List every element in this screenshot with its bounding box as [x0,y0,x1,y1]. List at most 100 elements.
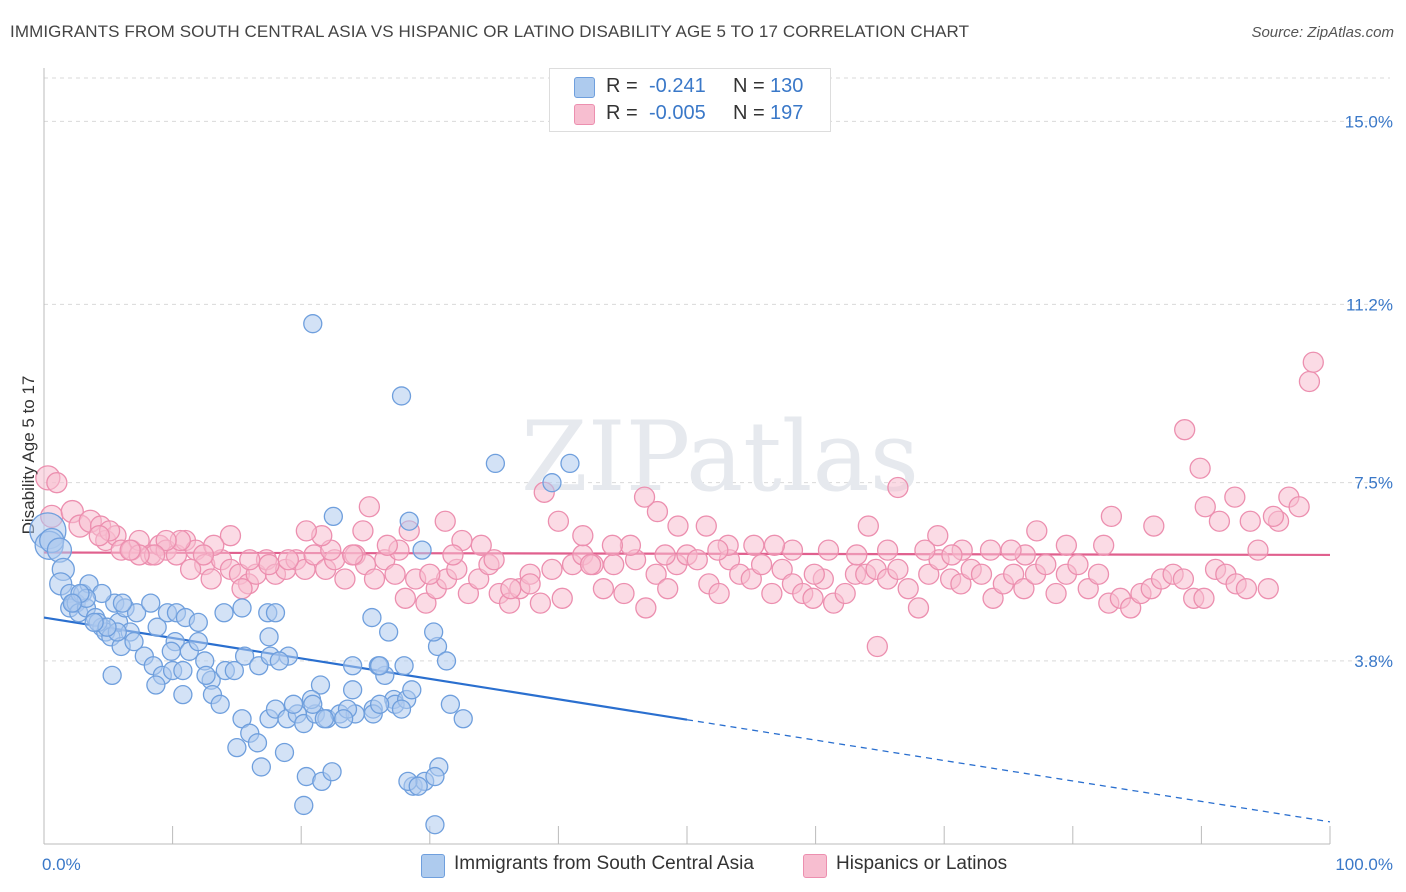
data-point [188,632,208,652]
data-point [771,558,793,581]
data-point [196,665,216,686]
data-point [1298,370,1321,393]
data-point [551,587,573,609]
x-tick-label: 100.0% [1335,855,1393,874]
data-point [547,510,570,532]
data-point [1257,578,1279,600]
data-point [119,539,141,561]
series-hispanics-points [35,351,1324,658]
legend-r-value: -0.005 [649,102,706,124]
data-point [887,558,909,581]
data-point [210,694,230,714]
data-point [1174,419,1196,441]
data-point [817,539,840,561]
data-point [457,582,480,605]
data-point [1055,534,1078,556]
data-point [941,544,963,566]
data-point [391,699,412,719]
data-point [907,597,930,619]
data-point [161,641,181,661]
data-point [342,680,363,700]
data-point [613,582,635,605]
data-point [425,815,445,835]
data-point [334,568,356,590]
data-point [352,520,374,542]
data-point [982,587,1004,609]
bottom-legend-label: Hispanics or Latinos [836,853,1008,874]
data-point [1035,553,1057,576]
series-immigrants-points [29,314,580,835]
chart-title: IMMIGRANTS FROM SOUTH CENTRAL ASIA VS HI… [10,22,970,41]
data-point [1143,515,1165,537]
data-point [654,544,676,566]
data-point [112,593,133,613]
data-point [224,660,244,681]
data-point [394,656,414,676]
data-point [579,553,602,576]
data-point [227,737,247,758]
data-point [633,486,656,508]
data-point [914,539,936,561]
data-point [803,563,825,585]
watermark: ZIPatlas [521,401,919,513]
data-point [436,651,457,671]
data-point [214,603,234,623]
data-point [434,510,456,532]
data-point [846,544,868,566]
data-point [740,568,762,590]
legend-n-value: 130 [770,75,804,97]
data-point [440,694,461,714]
data-point [277,549,299,571]
data-point [376,534,399,556]
data-point [408,776,428,796]
data-point [402,680,422,700]
data-point [1120,597,1142,619]
data-point [358,496,381,518]
data-point [363,568,386,590]
data-point [743,534,765,556]
data-point [1045,582,1067,605]
y-tick-label: 7.5% [1354,474,1393,493]
data-point [763,534,786,556]
data-point [1087,563,1110,585]
data-point [529,592,552,614]
data-point [141,593,161,613]
data-point [781,539,804,561]
data-point [322,762,342,782]
data-point [500,578,522,600]
data-point [200,568,222,590]
trend-line-extension [686,719,1331,823]
data-point [1000,539,1022,561]
data-point [1235,578,1258,600]
data-point [646,500,669,523]
data-point [887,476,909,499]
data-point [635,597,657,619]
x-tick-label: 0.0% [42,855,81,874]
legend-n-value: 197 [770,102,804,124]
data-point [425,766,445,787]
data-point [146,675,166,695]
legend-n-label: N = [733,75,765,97]
data-point [645,563,667,585]
data-point [231,578,253,600]
data-point [1302,351,1324,373]
data-point [542,473,562,493]
legend-r-label: R = [606,75,638,97]
data-point [124,632,144,652]
legend-r-label: R = [606,102,638,124]
data-point [310,675,331,695]
data-point [519,573,541,595]
data-point [188,612,208,633]
data-point [802,587,824,609]
data-point [483,549,505,571]
legend-swatch-blue [574,77,595,98]
data-point [155,529,177,552]
data-point [399,511,419,531]
data-point [342,656,363,676]
data-point [179,558,202,581]
data-point [834,582,856,605]
data-point [1247,539,1269,561]
data-point [619,534,642,556]
data-point [667,515,689,537]
